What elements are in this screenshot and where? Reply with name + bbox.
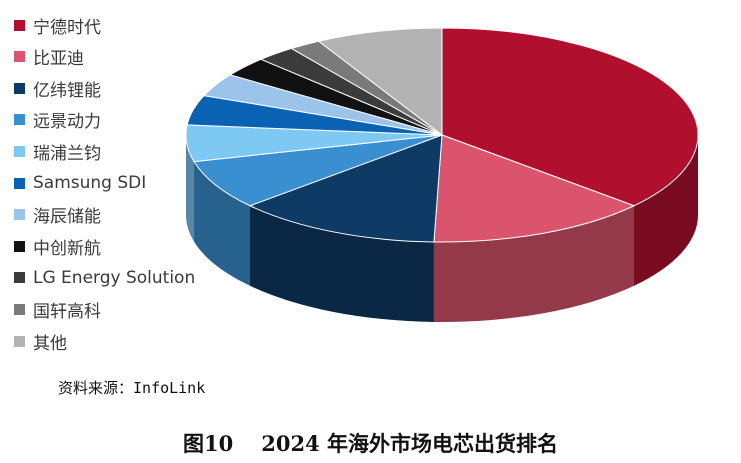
pie-slice [441,27,699,207]
legend-label: 国轩高科 [33,301,101,322]
legend-label: 其他 [33,333,67,354]
legend-swatch [14,114,25,126]
legend-swatch [14,272,25,284]
pie-slice [193,134,443,207]
legend-swatch [14,240,25,252]
legend-item: Samsung SDI [14,172,146,194]
legend-label: 远景动力 [33,112,101,133]
legend-swatch [14,177,25,189]
figure-title: 2024 年海外市场电芯出货排名 [261,431,558,456]
legend-label: 亿纬锂能 [33,80,101,101]
legend-label: 瑞浦兰钧 [33,143,101,164]
pie-slice-side [433,205,635,323]
pie-slice [249,134,443,243]
legend-label: 海辰储能 [33,207,101,228]
legend-swatch [14,303,25,315]
legend-label: LG Energy Solution [33,267,196,288]
legend-label: Samsung SDI [33,173,147,193]
pie-slice-side [186,135,195,242]
legend-label: 中创新航 [33,238,101,259]
source-note: 资料来源：InfoLink [58,379,206,397]
figure-number: 图10 [183,431,234,456]
legend-swatch [14,82,25,94]
legend-swatch [14,209,25,221]
legend-item: 亿纬锂能 [14,77,101,101]
legend-item: 中创新航 [14,235,101,259]
legend-item: 国轩高科 [14,298,101,322]
legend-item: 其他 [14,330,67,354]
legend-swatch [14,19,25,31]
legend-item: 宁德时代 [14,14,101,38]
legend-swatch [14,145,25,157]
legend-item: 远景动力 [14,109,101,133]
legend-swatch [14,335,25,347]
legend-item: 瑞浦兰钧 [14,140,101,164]
pie-slice-side [249,205,434,322]
legend-item: 海辰储能 [14,204,101,228]
legend-label: 宁德时代 [33,17,101,38]
figure-caption: 图10 2024 年海外市场电芯出货排名 [0,428,741,458]
pie-slice [318,27,443,136]
pie-slice [433,134,635,243]
legend-item: LG Energy Solution [14,267,195,289]
legend-label: 比亚迪 [33,49,84,70]
legend-swatch [14,51,25,63]
pie-slice-side [194,161,250,286]
legend-item: 比亚迪 [14,46,84,70]
